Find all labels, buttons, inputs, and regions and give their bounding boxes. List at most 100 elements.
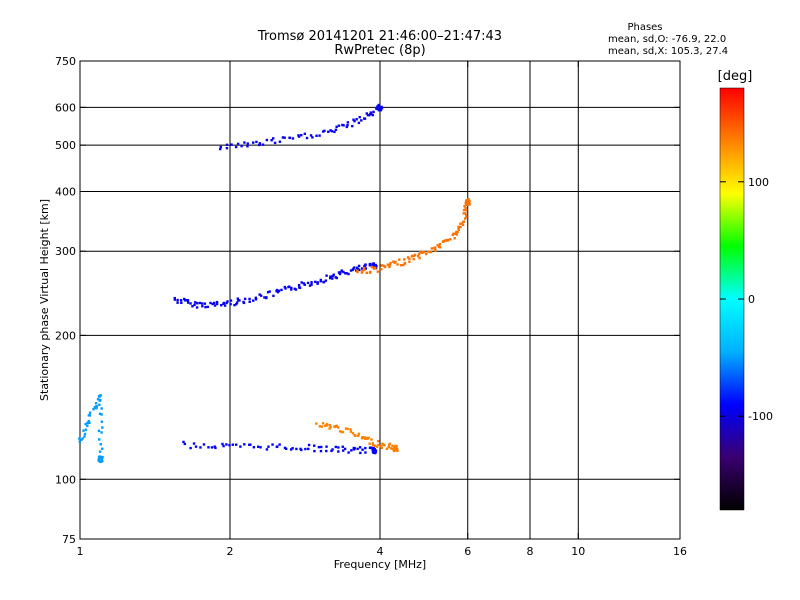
data-point	[363, 264, 366, 268]
data-point	[267, 445, 270, 448]
data-point	[99, 460, 102, 464]
axis-ticks: 1 2 4 6 8 10 16 75 100 200 300 400 500 600 750	[55, 55, 687, 558]
x-tick-label: 4	[377, 545, 384, 558]
data-point	[381, 264, 385, 267]
data-point	[307, 447, 310, 451]
colorbar-tick-label: 100	[748, 176, 769, 189]
data-point	[359, 451, 362, 455]
data-point	[453, 237, 456, 240]
data-point	[363, 437, 367, 440]
data-point	[200, 302, 204, 305]
data-point	[173, 296, 176, 300]
data-point	[233, 303, 236, 307]
data-point	[374, 444, 377, 447]
data-point	[86, 421, 90, 425]
data-point	[411, 254, 414, 258]
colorbar-ticks: 100 0 -100	[720, 176, 773, 423]
data-point	[341, 123, 344, 127]
data-point	[219, 145, 223, 149]
data-point	[399, 264, 403, 267]
data-point	[201, 305, 204, 308]
data-point	[277, 289, 281, 293]
data-point	[99, 443, 102, 446]
data-point	[195, 306, 199, 309]
data-point	[98, 403, 101, 406]
data-point	[395, 447, 399, 451]
data-point	[391, 444, 394, 448]
data-point	[392, 260, 395, 263]
chart-subtitle: RwPretec (8p)	[334, 43, 425, 58]
data-point	[347, 451, 350, 454]
data-point	[88, 411, 92, 414]
data-point	[377, 106, 380, 110]
data-point	[234, 443, 238, 446]
data-point	[317, 445, 321, 449]
data-point	[375, 107, 379, 111]
data-point	[84, 422, 87, 426]
data-point	[356, 269, 359, 272]
data-point	[438, 243, 442, 246]
data-point	[209, 301, 212, 305]
y-tick-label: 200	[55, 329, 76, 342]
data-point	[294, 288, 298, 291]
data-point	[467, 198, 470, 201]
data-point	[325, 274, 328, 277]
data-point	[199, 446, 202, 449]
data-point	[180, 301, 183, 305]
data-point	[369, 446, 373, 450]
data-point	[464, 201, 468, 204]
data-point	[340, 430, 344, 434]
data-point	[222, 444, 225, 448]
data-point	[338, 430, 342, 433]
data-point	[93, 405, 97, 409]
data-point	[360, 271, 364, 274]
data-point	[334, 128, 338, 132]
data-point	[319, 280, 323, 283]
data-point	[349, 430, 353, 433]
data-point	[254, 296, 258, 299]
y-tick-label: 750	[55, 55, 76, 68]
data-point	[310, 281, 313, 284]
data-point	[214, 446, 217, 450]
data-point	[412, 257, 415, 261]
data-point	[464, 206, 467, 210]
data-point	[225, 301, 228, 305]
data-point	[393, 446, 396, 450]
data-point	[331, 448, 334, 451]
data-point	[408, 260, 411, 263]
data-point	[379, 445, 382, 448]
data-point	[176, 301, 179, 304]
data-point	[393, 261, 396, 264]
data-point	[84, 428, 88, 431]
data-point	[396, 263, 399, 266]
data-point	[353, 119, 356, 123]
data-point	[465, 215, 468, 219]
data-point	[315, 422, 318, 425]
data-point	[248, 297, 251, 301]
data-point	[325, 449, 328, 453]
data-point	[283, 446, 287, 450]
data-point	[189, 446, 192, 450]
data-point	[212, 301, 216, 305]
data-point	[345, 125, 349, 129]
data-point	[426, 250, 430, 253]
data-point	[289, 448, 293, 451]
data-point	[88, 421, 91, 424]
data-point	[376, 439, 380, 443]
data-point	[305, 136, 309, 140]
data-point	[327, 130, 330, 133]
data-point	[374, 451, 377, 455]
data-point	[303, 132, 307, 136]
data-point	[421, 250, 425, 254]
data-point	[314, 280, 317, 284]
data-point	[235, 302, 238, 306]
data-point	[207, 446, 210, 449]
data-point	[265, 296, 268, 299]
data-point	[100, 407, 103, 410]
data-point	[461, 223, 465, 227]
data-point	[243, 443, 246, 446]
data-point	[337, 271, 341, 274]
x-tick-label: 10	[571, 545, 585, 558]
data-point	[290, 286, 293, 290]
y-tick-label: 75	[62, 533, 76, 546]
